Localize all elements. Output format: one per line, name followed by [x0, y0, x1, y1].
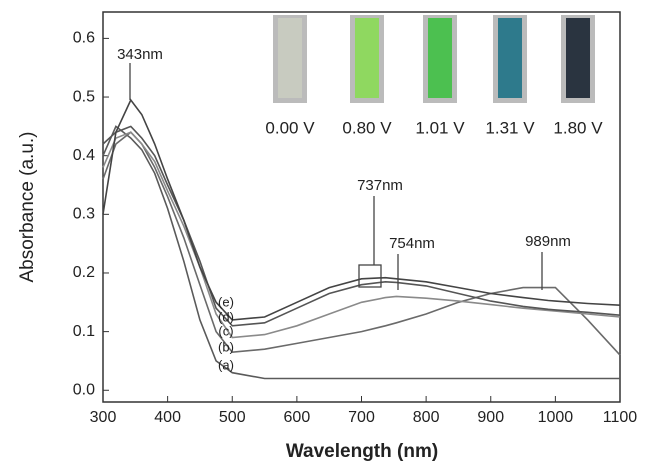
y-tick-label: 0.6 [73, 30, 95, 47]
swatch-color [498, 18, 522, 98]
swatch-color [566, 18, 590, 98]
swatch-color [428, 18, 452, 98]
swatch-label: 1.31 V [485, 118, 535, 137]
y-tick-label: 0.0 [73, 381, 95, 398]
y-tick-label: 0.5 [73, 88, 95, 105]
curve-label: (b) [218, 339, 234, 354]
x-tick-label: 400 [154, 409, 181, 426]
curve-label: (c) [218, 323, 233, 338]
annotation: 989nm [525, 233, 571, 250]
swatch-label: 1.01 V [415, 118, 465, 137]
annotation-box [358, 264, 382, 288]
y-axis-title: Absorbance (a.u.) [17, 131, 38, 282]
series-line [102, 125, 620, 380]
swatch-color [355, 18, 379, 98]
series-line [102, 131, 621, 356]
curve-label: (d) [218, 309, 234, 324]
series-line [102, 98, 621, 321]
annotation: 343nm [117, 46, 163, 63]
swatch-label: 0.00 V [265, 118, 315, 137]
annotation: 754nm [389, 235, 435, 252]
x-tick-label: 500 [219, 409, 246, 426]
curve-label: (e) [218, 294, 234, 309]
x-tick-label: 1000 [538, 409, 574, 426]
curve-label: (a) [218, 357, 234, 372]
x-tick-label: 600 [284, 409, 311, 426]
y-tick-label: 0.1 [73, 323, 95, 340]
x-tick-label: 700 [348, 409, 375, 426]
y-tick-label: 0.2 [73, 264, 95, 281]
annotation: 737nm [357, 177, 403, 194]
swatch-label: 1.80 V [553, 118, 603, 137]
x-tick-label: 900 [477, 409, 504, 426]
x-tick-label: 800 [413, 409, 440, 426]
swatch-label: 0.80 V [342, 118, 392, 137]
series-line [102, 125, 621, 327]
y-tick-label: 0.4 [73, 147, 95, 164]
x-tick-label: 1100 [603, 409, 638, 426]
y-tick-label: 0.3 [73, 206, 95, 223]
swatch-color [278, 18, 302, 98]
series-line [102, 131, 621, 339]
x-tick-label: 300 [90, 409, 117, 426]
x-axis-title: Wavelength (nm) [286, 441, 438, 462]
